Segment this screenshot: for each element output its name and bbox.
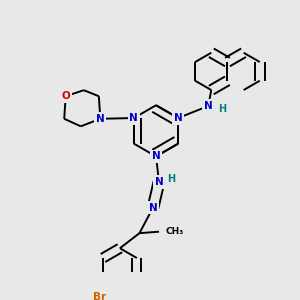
Text: N: N	[130, 113, 138, 123]
Text: O: O	[61, 91, 70, 101]
Text: N: N	[204, 101, 213, 111]
Text: N: N	[96, 114, 105, 124]
Text: CH₃: CH₃	[165, 227, 183, 236]
Text: N: N	[148, 202, 158, 213]
Text: H: H	[168, 174, 176, 184]
Text: N: N	[174, 113, 183, 123]
Text: N: N	[155, 177, 164, 187]
Text: Br: Br	[93, 292, 106, 300]
Text: H: H	[218, 104, 226, 114]
Text: N: N	[152, 152, 160, 161]
